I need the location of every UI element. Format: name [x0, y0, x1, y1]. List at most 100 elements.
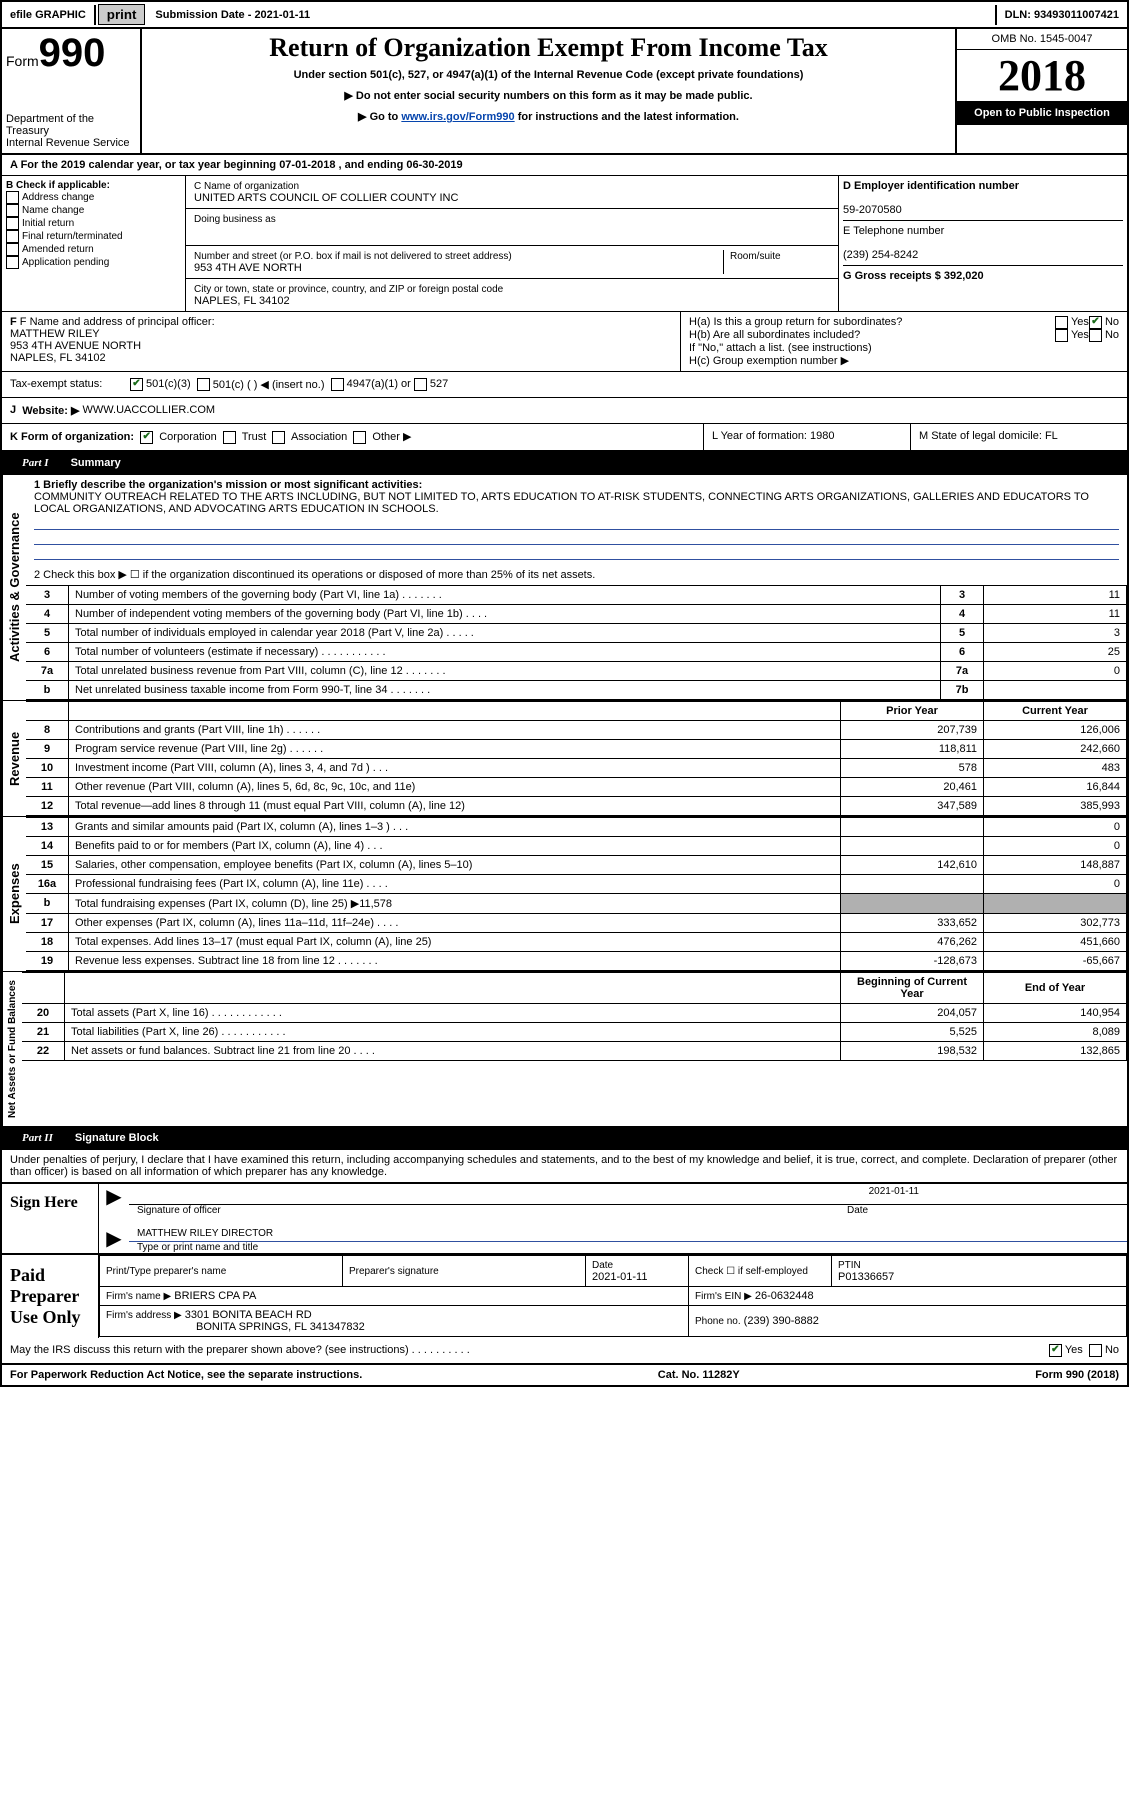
revenue-table: Prior YearCurrent Year 8Contributions an… — [26, 701, 1127, 816]
hb-no[interactable] — [1089, 329, 1102, 342]
part2-header: Part II Signature Block — [2, 1126, 1127, 1150]
arrow-icon: ▶ — [99, 1184, 129, 1216]
prior-year-header: Prior Year — [841, 701, 984, 720]
note-ssn: ▶ Do not enter social security numbers o… — [146, 89, 951, 102]
governance-section: Activities & Governance 1 Briefly descri… — [2, 475, 1127, 700]
discuss-text: May the IRS discuss this return with the… — [10, 1344, 1049, 1357]
ein-value: 59-2070580 — [843, 204, 902, 216]
declaration-text: Under penalties of perjury, I declare th… — [2, 1150, 1127, 1182]
table-row: 12Total revenue—add lines 8 through 11 (… — [26, 796, 1127, 815]
4947-label: 4947(a)(1) or — [347, 378, 411, 391]
topbar: efile GRAPHIC print Submission Date - 20… — [2, 2, 1127, 29]
street-address: 953 4TH AVE NORTH — [194, 262, 302, 274]
preparer-table: Print/Type preparer's name Preparer's si… — [99, 1255, 1127, 1337]
cb-amended[interactable] — [6, 243, 19, 256]
ha-label: H(a) Is this a group return for subordin… — [689, 316, 1055, 329]
netassets-table: Beginning of Current YearEnd of Year 20T… — [22, 972, 1127, 1061]
table-row: 20Total assets (Part X, line 16) . . . .… — [22, 1003, 1127, 1022]
k-label: K Form of organization: — [10, 431, 134, 443]
cb-association[interactable] — [272, 431, 285, 444]
irs-link[interactable]: www.irs.gov/Form990 — [401, 111, 514, 123]
ha-yes[interactable] — [1055, 316, 1068, 329]
officer-addr1: 953 4TH AVENUE NORTH — [10, 340, 141, 352]
hb-no-label: No — [1105, 329, 1119, 342]
firm-phone-label: Phone no. — [695, 1316, 741, 1327]
note2-post: for instructions and the latest informat… — [515, 111, 739, 123]
cb-name-change[interactable] — [6, 204, 19, 217]
blank-line-3 — [34, 545, 1119, 560]
line2-discontinued: 2 Check this box ▶ ☐ if the organization… — [26, 564, 1127, 585]
state-domicile: M State of legal domicile: FL — [910, 424, 1127, 450]
paid-preparer-block: Paid Preparer Use Only Print/Type prepar… — [2, 1253, 1127, 1338]
tax-exempt-label: Tax-exempt status: — [10, 378, 130, 391]
discuss-no[interactable] — [1089, 1344, 1102, 1357]
sign-here-block: Sign Here ▶ 2021-01-11 Signature of offi… — [2, 1182, 1127, 1253]
vtab-revenue: Revenue — [2, 701, 26, 816]
cb-501c3[interactable] — [130, 378, 143, 391]
hb-yes-label: Yes — [1071, 329, 1089, 342]
opt-address-change: Address change — [22, 192, 94, 203]
cb-other[interactable] — [353, 431, 366, 444]
table-row: 10Investment income (Part VIII, column (… — [26, 758, 1127, 777]
form-990-page: efile GRAPHIC print Submission Date - 20… — [0, 0, 1129, 1387]
ptin-value: P01336657 — [838, 1271, 894, 1283]
cb-address-change[interactable] — [6, 191, 19, 204]
firm-ein-label: Firm's EIN ▶ — [695, 1291, 752, 1302]
discuss-yes[interactable] — [1049, 1344, 1062, 1357]
line1-label: 1 Briefly describe the organization's mi… — [34, 479, 422, 491]
end-year-header: End of Year — [984, 972, 1127, 1003]
table-row: 11Other revenue (Part VIII, column (A), … — [26, 777, 1127, 796]
ha-yes-label: Yes — [1071, 316, 1089, 329]
cb-final-return[interactable] — [6, 230, 19, 243]
table-row: 7aTotal unrelated business revenue from … — [26, 661, 1127, 680]
mission-text: COMMUNITY OUTREACH RELATED TO THE ARTS I… — [34, 491, 1089, 515]
cb-app-pending[interactable] — [6, 256, 19, 269]
print-button[interactable]: print — [98, 4, 146, 25]
opt-trust: Trust — [242, 431, 267, 443]
ha-no[interactable] — [1089, 316, 1102, 329]
prep-name-label: Print/Type preparer's name — [106, 1266, 226, 1277]
row-klm: K Form of organization: Corporation Trus… — [2, 424, 1127, 451]
table-row: 16aProfessional fundraising fees (Part I… — [26, 874, 1127, 893]
part2-heading: Signature Block — [75, 1132, 159, 1144]
part1-header: Part I Summary — [2, 451, 1127, 475]
hb-yes[interactable] — [1055, 329, 1068, 342]
firm-phone: (239) 390-8882 — [744, 1315, 819, 1327]
footer-pra: For Paperwork Reduction Act Notice, see … — [10, 1369, 362, 1381]
discuss-no-label: No — [1105, 1344, 1119, 1357]
table-row: 22Net assets or fund balances. Subtract … — [22, 1041, 1127, 1060]
527-label: 527 — [430, 378, 448, 391]
begin-year-header: Beginning of Current Year — [841, 972, 984, 1003]
phone-label: E Telephone number — [843, 225, 944, 237]
table-row: 13Grants and similar amounts paid (Part … — [26, 817, 1127, 836]
cb-4947[interactable] — [331, 378, 344, 391]
gov-table: 3Number of voting members of the governi… — [26, 585, 1127, 700]
firm-addr1: 3301 BONITA BEACH RD — [185, 1309, 312, 1321]
cb-trust[interactable] — [223, 431, 236, 444]
discuss-yes-label: Yes — [1065, 1344, 1083, 1357]
501c3-label: 501(c)(3) — [146, 378, 191, 391]
submission-date: Submission Date - 2021-01-11 — [147, 5, 996, 25]
dept-treasury: Department of the Treasury — [6, 113, 136, 137]
page-footer: For Paperwork Reduction Act Notice, see … — [2, 1364, 1127, 1385]
box-c: C Name of organization UNITED ARTS COUNC… — [186, 176, 838, 311]
paid-preparer-label: Paid Preparer Use Only — [2, 1255, 98, 1338]
opt-amended: Amended return — [22, 244, 94, 255]
cb-corporation[interactable] — [140, 431, 153, 444]
form-header: Form990 Department of the Treasury Inter… — [2, 29, 1127, 155]
opt-initial-return: Initial return — [22, 218, 74, 229]
cb-initial-return[interactable] — [6, 217, 19, 230]
firm-name: BRIERS CPA PA — [174, 1290, 256, 1302]
expenses-section: Expenses 13Grants and similar amounts pa… — [2, 816, 1127, 971]
discuss-row: May the IRS discuss this return with the… — [2, 1338, 1127, 1364]
officer-name: MATTHEW RILEY — [10, 328, 100, 340]
cb-501c[interactable] — [197, 378, 210, 391]
box-b-title: B Check if applicable: — [6, 180, 110, 191]
table-row: 15Salaries, other compensation, employee… — [26, 855, 1127, 874]
firm-addr2: BONITA SPRINGS, FL 341347832 — [196, 1321, 365, 1333]
table-row: 8Contributions and grants (Part VIII, li… — [26, 720, 1127, 739]
cb-527[interactable] — [414, 378, 427, 391]
gross-receipts: G Gross receipts $ 392,020 — [843, 270, 984, 282]
officer-addr2: NAPLES, FL 34102 — [10, 352, 106, 364]
addr-label: Number and street (or P.O. box if mail i… — [194, 251, 512, 262]
